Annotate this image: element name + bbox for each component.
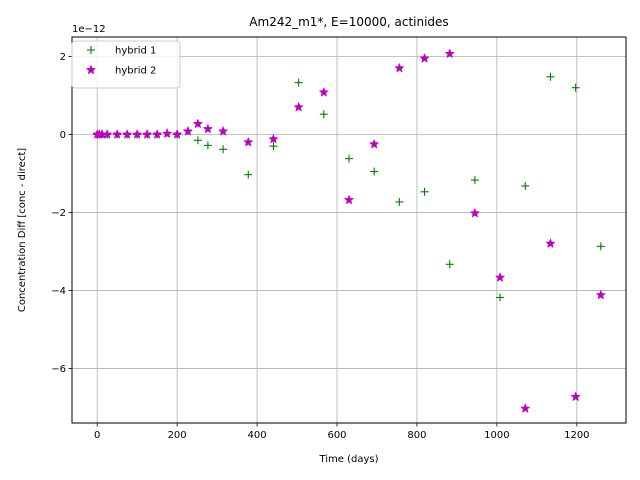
data-point [151, 128, 163, 139]
data-point [111, 128, 123, 139]
x-tick-label: 1200 [564, 430, 589, 441]
y-tick-label: −6 [51, 364, 66, 375]
y-axis-label: Concentration Diff [conc - direct] [17, 148, 28, 312]
data-points [91, 48, 607, 414]
data-point [243, 136, 254, 147]
data-point [318, 86, 330, 97]
y-tick-label: −4 [51, 286, 66, 297]
data-point [520, 403, 531, 414]
data-point [521, 181, 530, 190]
data-point [203, 141, 212, 150]
data-point [294, 78, 303, 87]
data-point [121, 128, 133, 139]
y-tick-label: 2 [60, 52, 66, 63]
plot-frame [71, 36, 627, 424]
x-tick-label: 200 [168, 430, 187, 441]
data-point [370, 167, 379, 176]
data-point [368, 138, 380, 149]
legend: hybrid 1 hybrid 2 [71, 40, 181, 89]
data-point [193, 136, 202, 145]
grid [72, 37, 626, 423]
series-2 [91, 48, 607, 414]
data-point [161, 128, 173, 139]
y-tick-label: −2 [51, 208, 66, 219]
data-point [494, 272, 506, 282]
data-point [469, 207, 481, 218]
legend-label: hybrid 2 [115, 66, 156, 77]
data-point [595, 289, 607, 300]
data-point [131, 128, 143, 139]
data-point [343, 194, 355, 205]
x-tick-label: 600 [327, 430, 346, 441]
data-point [268, 133, 279, 144]
legend-entry: hybrid 1 [87, 46, 156, 57]
x-tick-label: 800 [407, 430, 426, 441]
data-point [470, 176, 479, 185]
data-point [269, 142, 278, 151]
legend-box [71, 40, 181, 89]
ticks: 0 200 400 600 800 1000 1200 −6 −4 −2 0 2 [51, 52, 589, 441]
plus-marker-icon [87, 46, 95, 54]
data-point [394, 62, 405, 73]
y-tick-label: 0 [60, 130, 66, 141]
x-tick-label: 400 [248, 430, 267, 441]
data-point [345, 154, 353, 163]
data-point [101, 128, 113, 139]
legend-entries: hybrid 1 hybrid 2 [85, 46, 156, 77]
data-point [419, 52, 430, 63]
data-point [217, 125, 229, 136]
data-point [420, 187, 429, 196]
legend-label: hybrid 1 [115, 46, 156, 57]
x-tick-label: 1000 [484, 430, 509, 441]
data-point [319, 110, 328, 119]
data-point [219, 145, 228, 154]
x-axis-label: Time (days) [318, 454, 378, 465]
data-point [192, 118, 204, 129]
data-point [202, 123, 214, 134]
chart-title: Am242_m1*, E=10000, actinides [249, 15, 448, 29]
data-point [171, 128, 183, 139]
star-marker-icon [85, 64, 97, 75]
x-tick-label: 0 [94, 430, 100, 441]
data-point [570, 391, 581, 402]
data-point [244, 170, 253, 179]
data-point [141, 128, 153, 139]
data-point [571, 83, 580, 92]
data-point [182, 125, 194, 136]
data-point [596, 242, 605, 251]
data-point [444, 48, 455, 59]
legend-entry: hybrid 2 [85, 64, 156, 77]
data-point [496, 293, 505, 302]
data-point [546, 72, 555, 81]
data-point [445, 260, 454, 269]
data-point [545, 238, 556, 249]
y-offset-label: 1e−12 [72, 24, 106, 35]
data-point [395, 197, 404, 206]
data-point [293, 101, 304, 112]
